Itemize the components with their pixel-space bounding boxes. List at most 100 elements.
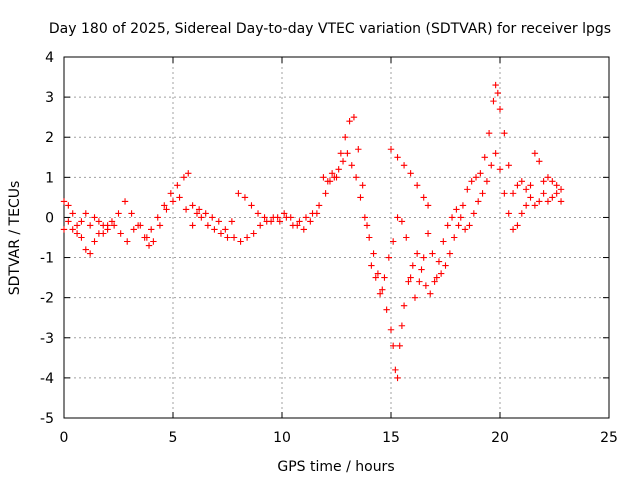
- data-point: [346, 117, 353, 125]
- data-point: [466, 222, 473, 229]
- data-point: [128, 210, 135, 217]
- data-point: [418, 266, 425, 273]
- data-point: [148, 226, 155, 233]
- data-point: [198, 214, 205, 221]
- data-point: [121, 198, 129, 205]
- data-point: [224, 234, 231, 241]
- x-tick-label: 0: [60, 430, 69, 446]
- data-point: [322, 190, 329, 197]
- data-point: [411, 294, 419, 301]
- y-tick-label: 1: [45, 170, 54, 186]
- data-point: [509, 226, 517, 233]
- data-point: [161, 202, 168, 209]
- data-point: [394, 214, 401, 221]
- data-point: [553, 190, 560, 197]
- data-point: [514, 222, 521, 229]
- data-point: [117, 230, 124, 237]
- data-point: [235, 190, 242, 197]
- data-point: [248, 202, 255, 209]
- data-point: [485, 130, 493, 137]
- data-point: [440, 238, 447, 245]
- data-point: [372, 274, 379, 281]
- data-point: [457, 214, 464, 221]
- data-point: [294, 222, 301, 229]
- data-point: [455, 222, 462, 229]
- data-point: [195, 206, 203, 213]
- data-point: [145, 242, 153, 249]
- data-point: [420, 194, 427, 201]
- data-point: [437, 270, 445, 277]
- data-point: [509, 190, 517, 197]
- data-point: [505, 162, 512, 169]
- data-point: [254, 210, 262, 217]
- data-point: [553, 182, 560, 189]
- data-point: [209, 214, 216, 221]
- data-point: [416, 278, 423, 285]
- data-point: [477, 170, 484, 177]
- data-point: [481, 154, 488, 161]
- data-point: [494, 89, 502, 97]
- data-point: [359, 182, 366, 189]
- data-point: [124, 238, 131, 245]
- data-point: [130, 226, 137, 233]
- data-point: [522, 202, 530, 209]
- data-point: [250, 230, 257, 237]
- data-point: [141, 234, 148, 241]
- y-tick-label: -5: [40, 411, 54, 427]
- y-tick-label: -3: [40, 331, 54, 347]
- data-point: [300, 226, 307, 233]
- x-tick-label: 15: [382, 430, 400, 446]
- data-point: [69, 210, 76, 217]
- data-point: [333, 174, 340, 181]
- y-tick-label: -1: [40, 251, 54, 267]
- data-point: [274, 214, 281, 221]
- data-point: [100, 230, 107, 237]
- x-tick-label: 20: [491, 430, 509, 446]
- x-tick-label: 10: [273, 430, 291, 446]
- data-point: [344, 150, 351, 157]
- data-point: [315, 202, 323, 209]
- data-point: [174, 182, 181, 189]
- data-point: [501, 130, 508, 137]
- y-axis-label: SDTVAR / TECUs: [7, 181, 23, 296]
- data-point: [424, 202, 432, 209]
- y-tick-label: -4: [40, 371, 54, 387]
- data-point: [505, 210, 512, 217]
- data-point: [91, 238, 98, 245]
- data-point: [368, 262, 375, 269]
- data-points: [60, 81, 565, 382]
- data-point: [403, 234, 410, 241]
- data-point: [307, 218, 314, 225]
- data-point: [496, 105, 504, 113]
- data-point: [488, 162, 495, 169]
- data-point: [78, 234, 85, 241]
- data-point: [464, 186, 471, 193]
- data-point: [313, 210, 321, 217]
- y-tick-label: 3: [45, 90, 54, 106]
- data-point: [134, 222, 142, 229]
- data-point: [461, 226, 469, 233]
- data-point: [296, 218, 303, 225]
- data-point: [276, 218, 284, 225]
- data-point: [211, 226, 218, 233]
- data-point: [557, 198, 565, 205]
- data-point: [531, 202, 539, 209]
- data-point: [490, 97, 497, 105]
- data-point: [115, 210, 122, 217]
- data-point: [407, 274, 414, 281]
- data-point: [110, 222, 118, 229]
- data-point: [163, 206, 170, 213]
- data-point: [230, 234, 238, 241]
- data-point: [241, 194, 249, 201]
- data-point: [433, 274, 440, 281]
- data-point: [69, 226, 76, 233]
- data-point: [536, 198, 543, 205]
- data-point: [475, 198, 482, 205]
- data-point: [150, 238, 157, 245]
- data-point: [435, 258, 443, 265]
- data-point: [540, 178, 547, 185]
- data-point: [154, 214, 161, 221]
- data-point: [492, 81, 499, 89]
- data-point: [557, 186, 565, 193]
- data-point: [549, 194, 556, 201]
